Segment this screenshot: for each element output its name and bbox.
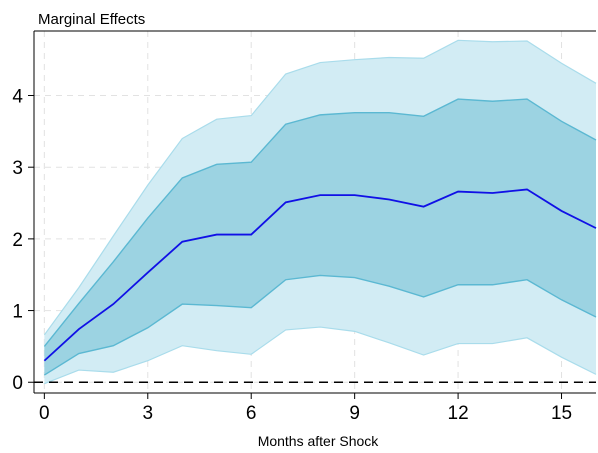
inner-band-upper-line <box>43 98 597 347</box>
x-tick-label: 0 <box>39 403 50 424</box>
x-tick-label: 12 <box>448 403 469 424</box>
y-tick-label: 0 <box>12 373 23 394</box>
point-estimate-line <box>43 188 597 362</box>
x-tick-label: 15 <box>551 403 572 424</box>
inner-confidence-band <box>44 99 596 376</box>
y-tick-label: 1 <box>12 302 23 323</box>
inner-band-lower-line <box>43 274 597 376</box>
y-tick-label: 4 <box>12 87 23 108</box>
x-tick-label: 9 <box>349 403 360 424</box>
outer-band-upper-line <box>43 39 597 336</box>
confidence-bands <box>43 39 597 385</box>
outer-band-lower-line <box>44 326 597 385</box>
y-tick-label: 3 <box>12 158 23 179</box>
chart-title: Marginal Effects <box>38 11 145 28</box>
x-tick-label: 3 <box>142 403 153 424</box>
x-tick-label: 6 <box>246 403 257 424</box>
x-axis-title: Months after Shock <box>258 433 380 449</box>
y-tick-label: 2 <box>12 230 23 251</box>
series-lines <box>34 188 597 384</box>
